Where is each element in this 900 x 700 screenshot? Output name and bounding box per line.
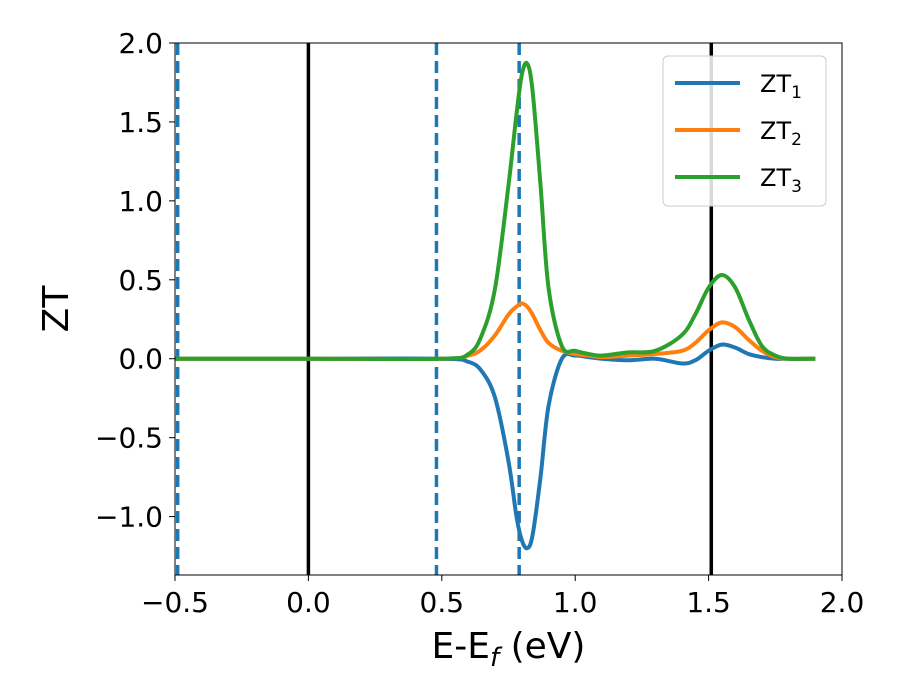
y-tick-label: 1.0 bbox=[118, 185, 163, 218]
reference-lines bbox=[175, 43, 714, 575]
y-tick-label: −1.0 bbox=[95, 501, 163, 534]
plot-frame bbox=[174, 42, 843, 576]
series-lines bbox=[175, 60, 816, 551]
y-axis-ticks: 2.0 1.5 1.0 0.5 0.0 −0.5 −1.0 bbox=[95, 27, 175, 534]
x-tick-label: 1.5 bbox=[686, 586, 731, 619]
series-line-zt1 bbox=[175, 342, 816, 551]
x-axis-ticks: −0.5 0.0 0.5 1.0 1.5 2.0 bbox=[141, 575, 864, 619]
x-tick-label: 2.0 bbox=[820, 586, 865, 619]
y-tick-label: 0.5 bbox=[118, 264, 163, 297]
y-tick-label: −0.5 bbox=[95, 422, 163, 455]
x-axis-label: E-Ef (eV) bbox=[432, 626, 586, 673]
x-axis-label-main: E-E bbox=[432, 626, 490, 667]
x-tick-label: 1.0 bbox=[553, 586, 598, 619]
legend-label-zt2: ZT2 bbox=[760, 117, 802, 150]
series-line-zt2 bbox=[175, 301, 816, 361]
series-line-zt3 bbox=[175, 60, 816, 362]
y-tick-label: 2.0 bbox=[118, 27, 163, 60]
legend-label-zt3: ZT3 bbox=[760, 164, 802, 197]
y-tick-label: 1.5 bbox=[118, 106, 163, 139]
y-axis-label: ZT bbox=[36, 285, 77, 333]
legend-label-zt1: ZT1 bbox=[760, 70, 802, 103]
x-tick-label: −0.5 bbox=[141, 586, 209, 619]
x-tick-label: 0.0 bbox=[286, 586, 331, 619]
x-axis-label-unit: (eV) bbox=[499, 626, 585, 667]
legend-box bbox=[662, 55, 827, 207]
y-tick-label: 0.0 bbox=[118, 343, 163, 376]
legend: ZT1 ZT2 ZT3 bbox=[662, 55, 827, 207]
x-tick-label: 0.5 bbox=[420, 586, 465, 619]
